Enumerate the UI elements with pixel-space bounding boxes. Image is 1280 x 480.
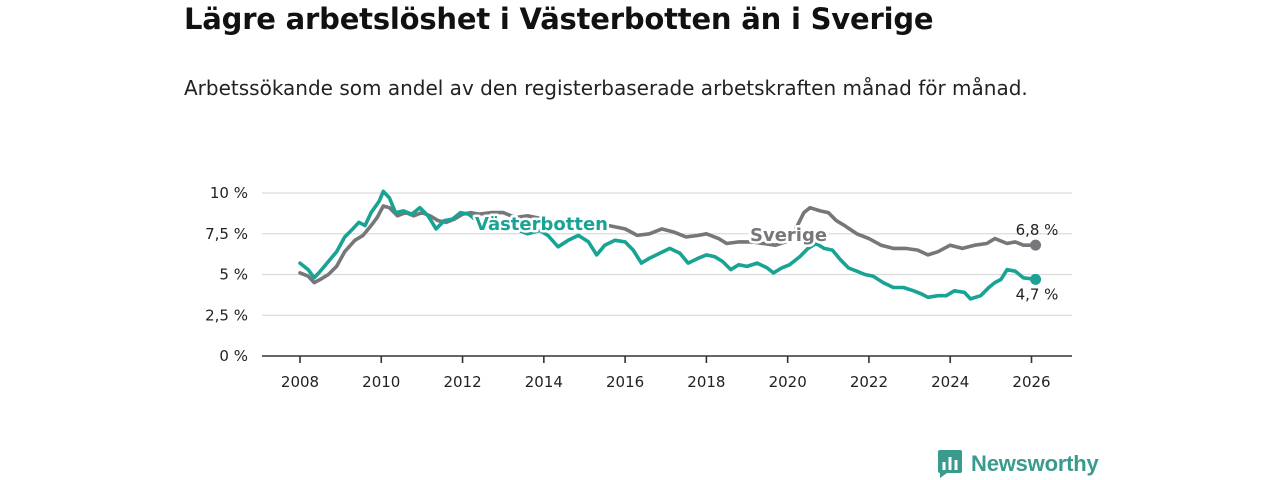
x-tick-label: 2022 xyxy=(850,373,888,391)
series-line-sverige xyxy=(298,204,1038,285)
series-lines xyxy=(298,189,1042,301)
end-point-vasterbotten xyxy=(1030,273,1042,285)
x-tick-label: 2008 xyxy=(281,373,319,391)
y-tick-label: 5 % xyxy=(219,266,248,284)
newsworthy-brand[interactable]: Newsworthy xyxy=(937,449,1099,479)
brand-name: Newsworthy xyxy=(971,451,1099,476)
y-tick-label: 0 % xyxy=(219,347,248,365)
x-tick-label: 2026 xyxy=(1012,373,1050,391)
chart-title: Lägre arbetslöshet i Västerbotten än i S… xyxy=(184,2,934,36)
x-tick-label: 2010 xyxy=(362,373,400,391)
end-point-sverige xyxy=(1030,239,1042,251)
x-tick-label: 2024 xyxy=(931,373,969,391)
gridlines xyxy=(262,192,1072,316)
series-line-vasterbotten xyxy=(298,189,1038,301)
x-tick-label: 2016 xyxy=(606,373,644,391)
y-tick-label: 2,5 % xyxy=(205,306,248,324)
chart-subtitle: Arbetssökande som andel av den registerb… xyxy=(184,76,1028,100)
series-label-sverige: Sverige xyxy=(750,225,827,246)
x-tick-label: 2020 xyxy=(769,373,807,391)
end-value-sverige: 6,8 % xyxy=(1016,221,1059,239)
labels: 0 % 2,5 % 5 % 7,5 % 10 % 2008 2010 2012 2014 2016… xyxy=(205,184,1058,391)
series-label-vasterbotten: Västerbotten xyxy=(475,214,608,235)
x-tick-label: 2018 xyxy=(687,373,725,391)
newsworthy-logo-icon xyxy=(938,450,962,478)
x-tick-label: 2012 xyxy=(443,373,481,391)
x-tick-label: 2014 xyxy=(525,373,563,391)
y-tick-label: 7,5 % xyxy=(205,225,248,243)
end-value-vasterbotten: 4,7 % xyxy=(1016,285,1059,303)
y-tick-label: 10 % xyxy=(210,184,248,202)
axes xyxy=(262,355,1072,363)
